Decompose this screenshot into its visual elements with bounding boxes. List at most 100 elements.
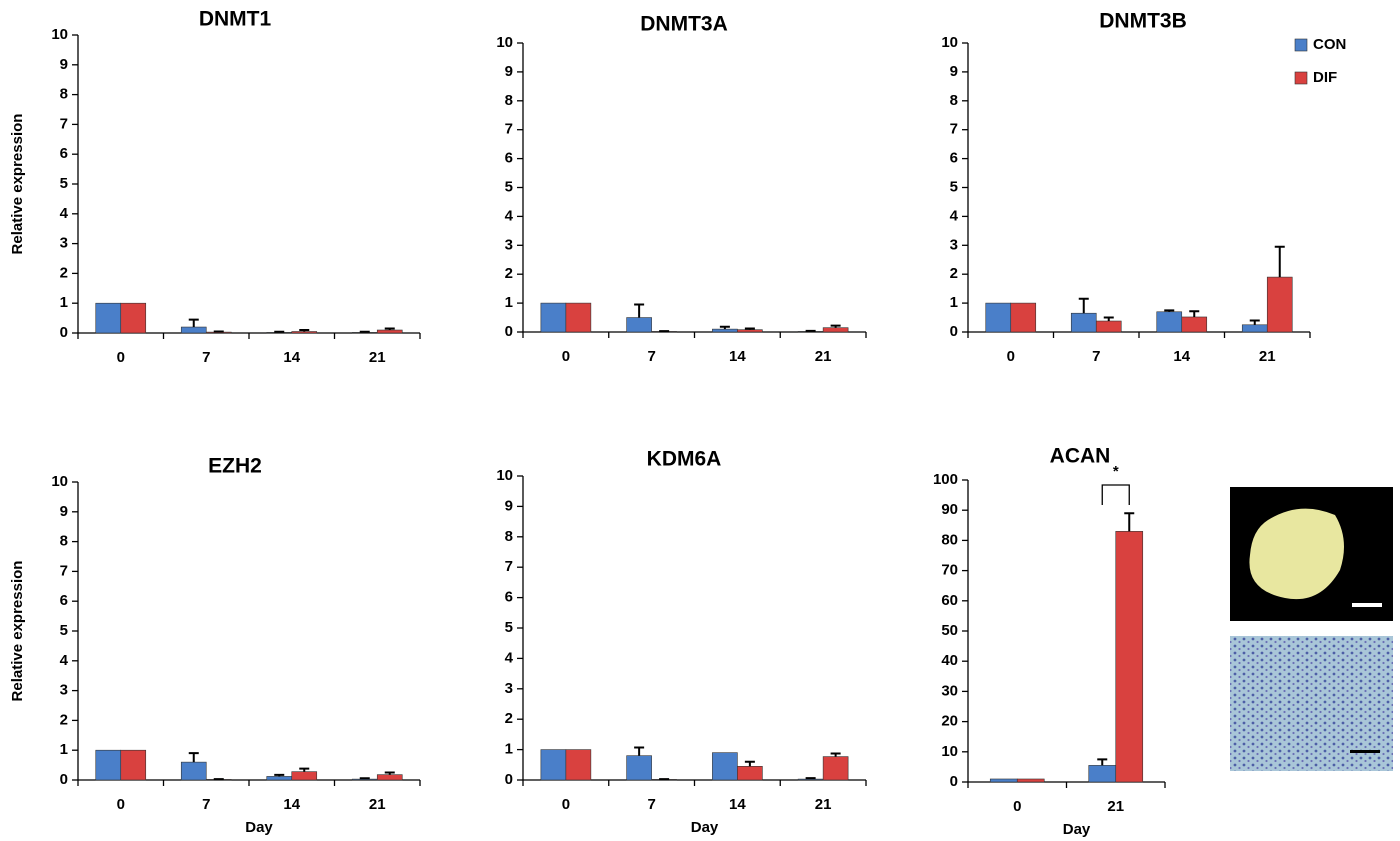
- error-bar: [188, 752, 199, 763]
- legend-swatch: [1294, 38, 1308, 52]
- error-bar: [1274, 245, 1285, 278]
- y-tick-label: 80: [941, 531, 958, 548]
- bar: [1016, 778, 1045, 783]
- x-axis-label: Day: [245, 819, 273, 836]
- chart-title: KDM6A: [647, 448, 722, 471]
- x-tick-label: 21: [369, 796, 386, 813]
- y-tick-label: 10: [496, 467, 513, 484]
- bar: [797, 778, 824, 781]
- y-tick-label: 4: [950, 207, 959, 224]
- y-tick-label: 1: [950, 294, 958, 311]
- error-bar: [634, 303, 645, 318]
- chart-title: DNMT1: [199, 8, 272, 31]
- error-bar: [1189, 310, 1200, 317]
- bar: [540, 749, 567, 781]
- error-bar: [1249, 319, 1260, 325]
- bar: [291, 331, 318, 334]
- annotation: *: [1113, 463, 1119, 480]
- x-tick-label: 21: [815, 348, 832, 365]
- error-bar: [359, 777, 370, 780]
- error-bar: [1078, 297, 1089, 314]
- bar: [1266, 276, 1293, 333]
- x-tick-label: 14: [283, 349, 300, 366]
- y-tick-label: 0: [60, 771, 68, 788]
- error-bar: [744, 760, 755, 767]
- bar: [95, 302, 122, 334]
- histology: [1230, 636, 1393, 771]
- y-tick-label: 2: [60, 264, 68, 281]
- error-bar: [719, 325, 730, 330]
- x-tick-label: 14: [729, 796, 746, 813]
- legend-label: CON: [1313, 36, 1346, 53]
- y-tick-label: 1: [60, 741, 68, 758]
- x-tick-label: 0: [117, 796, 125, 813]
- bar: [95, 749, 122, 781]
- bar: [565, 749, 592, 781]
- y-tick-label: 4: [505, 649, 514, 666]
- x-tick-label: 21: [369, 349, 386, 366]
- x-tick-label: 7: [647, 796, 655, 813]
- chart-title: DNMT3B: [1099, 10, 1187, 33]
- y-tick-label: 9: [60, 56, 68, 73]
- x-tick-label: 7: [202, 796, 210, 813]
- bar: [822, 327, 849, 333]
- error-bar: [805, 777, 816, 780]
- error-bar: [299, 329, 310, 332]
- y-tick-label: 50: [941, 622, 958, 639]
- y-tick-label: 8: [60, 533, 68, 550]
- legend-swatch: [1294, 71, 1308, 85]
- error-bar: [805, 329, 816, 332]
- y-tick-label: 40: [941, 652, 958, 669]
- y-tick-label: 1: [505, 741, 513, 758]
- error-bar: [830, 324, 841, 328]
- bar: [712, 328, 738, 333]
- y-tick-label: 3: [950, 236, 958, 253]
- y-tick-label: 2: [60, 711, 68, 728]
- chart-title: ACAN: [1050, 445, 1111, 468]
- y-tick-label: 0: [505, 323, 513, 340]
- error-bar: [830, 752, 841, 757]
- bar: [1095, 320, 1122, 333]
- y-tick-label: 7: [60, 562, 68, 579]
- bar: [565, 302, 592, 333]
- y-tick-label: 8: [505, 92, 513, 109]
- bar: [1181, 316, 1208, 333]
- x-tick-label: 0: [1007, 348, 1015, 365]
- y-tick-label: 0: [950, 323, 958, 340]
- y-tick-label: 100: [933, 471, 958, 488]
- scale-bar: [1352, 603, 1382, 607]
- bar: [737, 329, 763, 333]
- y-tick-label: 1: [505, 294, 513, 311]
- x-tick-label: 7: [202, 349, 210, 366]
- bar: [180, 761, 207, 781]
- y-tick-label: 3: [60, 235, 68, 252]
- y-tick-label: 7: [505, 558, 513, 575]
- bar: [1115, 531, 1144, 783]
- y-tick-label: 90: [941, 501, 958, 518]
- error-bar: [384, 327, 395, 331]
- y-tick-label: 5: [60, 175, 68, 192]
- bar: [1241, 324, 1268, 333]
- error-bar: [213, 330, 224, 333]
- pellet: [1249, 508, 1344, 600]
- y-tick-label: 2: [950, 265, 958, 282]
- x-axis-label: Day: [691, 819, 719, 836]
- bar: [376, 329, 403, 334]
- y-tick-label: 0: [505, 771, 513, 788]
- bar: [291, 771, 318, 781]
- error-bar: [299, 767, 310, 772]
- y-tick-label: 3: [505, 236, 513, 253]
- bar: [989, 778, 1018, 783]
- y-tick-label: 8: [505, 528, 513, 545]
- y-tick-label: 60: [941, 592, 958, 609]
- x-tick-label: 21: [1107, 798, 1124, 815]
- error-bar: [1164, 309, 1175, 312]
- bar: [985, 302, 1012, 333]
- bar: [351, 778, 378, 781]
- y-tick-label: 8: [60, 86, 68, 103]
- legend-label: DIF: [1313, 69, 1337, 86]
- y-tick-label: 9: [60, 503, 68, 520]
- bar: [626, 755, 652, 781]
- error-bar: [1124, 512, 1135, 532]
